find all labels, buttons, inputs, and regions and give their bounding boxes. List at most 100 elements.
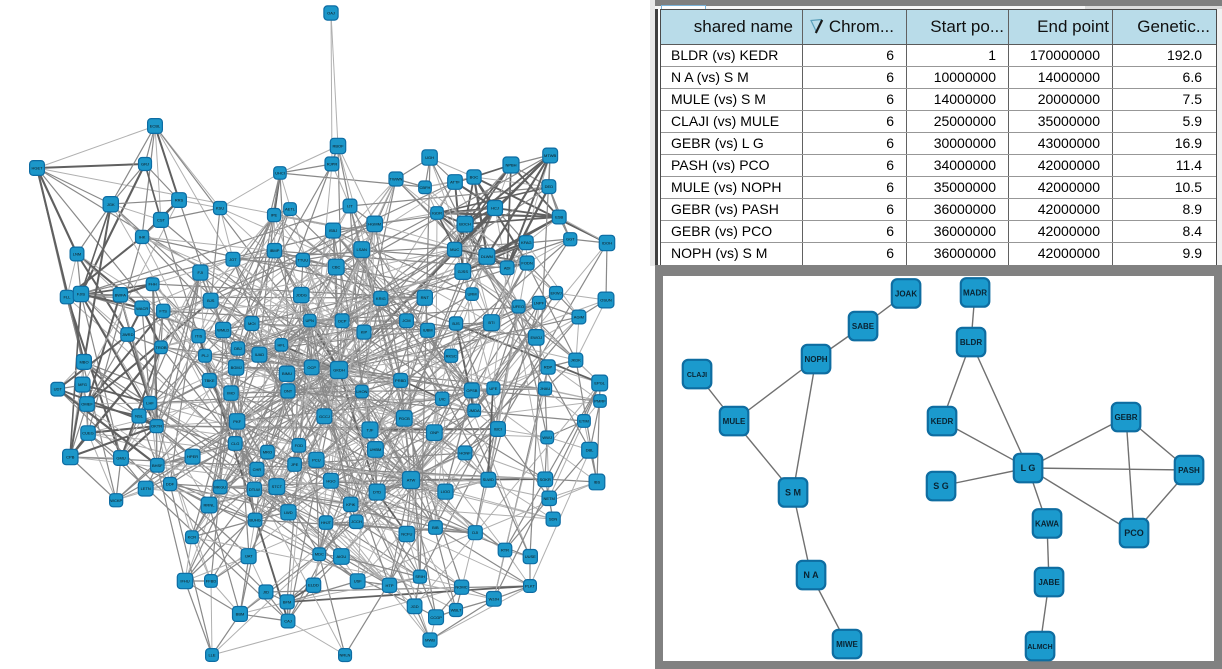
svg-text:ECBL: ECBL xyxy=(150,124,161,129)
svg-text:AETL: AETL xyxy=(285,207,296,212)
svg-text:RJPR: RJPR xyxy=(327,162,338,167)
svg-text:DBL: DBL xyxy=(586,448,595,453)
svg-text:HFL: HFL xyxy=(278,342,286,347)
svg-text:GEBR: GEBR xyxy=(1114,413,1137,422)
svg-text:PCU: PCU xyxy=(312,457,321,462)
svg-text:PCO: PCO xyxy=(1124,528,1144,538)
svg-text:PDCB: PDCB xyxy=(399,416,410,421)
svg-text:WBLT: WBLT xyxy=(451,608,462,613)
svg-text:BGMJ: BGMJ xyxy=(231,365,242,370)
svg-text:ATTF: ATTF xyxy=(450,180,460,185)
svg-text:JOAK: JOAK xyxy=(895,290,917,299)
svg-text:IHK: IHK xyxy=(139,234,146,239)
svg-text:LETN: LETN xyxy=(141,486,151,491)
svg-text:UFE: UFE xyxy=(489,386,497,391)
svg-text:FODN: FODN xyxy=(521,261,532,266)
svg-text:DTD: DTD xyxy=(373,490,381,495)
svg-text:FFBD: FFBD xyxy=(206,579,217,584)
svg-text:BJS: BJS xyxy=(207,298,215,303)
svg-text:BOCH: BOCH xyxy=(459,222,471,227)
svg-text:IUAD: IUAD xyxy=(255,352,265,357)
svg-text:CLG: CLG xyxy=(231,441,239,446)
svg-text:WCKP: WCKP xyxy=(110,498,122,503)
svg-text:BFM: BFM xyxy=(283,599,291,604)
svg-text:KFAG: KFAG xyxy=(521,240,532,245)
svg-text:SLWD: SLWD xyxy=(483,477,494,482)
svg-text:DLWM: DLWM xyxy=(481,254,493,259)
svg-text:IBMP: IBMP xyxy=(270,248,280,253)
svg-text:HONF: HONF xyxy=(459,450,471,455)
svg-text:RNT: RNT xyxy=(421,295,430,300)
svg-text:KCR: KCR xyxy=(188,535,197,540)
svg-text:TWWN: TWWN xyxy=(390,177,403,182)
svg-text:IBS: IBS xyxy=(594,480,601,485)
svg-text:CST: CST xyxy=(157,218,166,223)
svg-text:HPER: HPER xyxy=(187,454,198,459)
svg-text:ALMCH: ALMCH xyxy=(1027,644,1052,651)
svg-text:MWB: MWB xyxy=(425,638,435,643)
svg-text:OKTR: OKTR xyxy=(151,424,162,429)
svg-text:HGMM: HGMM xyxy=(368,221,381,226)
svg-text:IUBM: IUBM xyxy=(423,328,433,333)
svg-text:ONT: ONT xyxy=(284,389,293,394)
svg-text:LIOO: LIOO xyxy=(441,489,451,494)
svg-text:RRNL: RRNL xyxy=(204,503,216,508)
svg-text:EPGL: EPGL xyxy=(594,380,605,385)
svg-text:NCFU: NCFU xyxy=(401,532,412,537)
svg-text:MRO: MRO xyxy=(263,450,272,455)
svg-text:FLL: FLL xyxy=(64,295,72,300)
svg-text:NPBH: NPBH xyxy=(505,163,516,168)
svg-text:JCM: JCM xyxy=(402,318,410,323)
svg-text:JODG: JODG xyxy=(296,293,307,298)
svg-text:S G: S G xyxy=(933,481,949,491)
svg-text:IJT: IJT xyxy=(347,204,353,209)
svg-text:JPE: JPE xyxy=(291,462,299,467)
svg-text:BTI: BTI xyxy=(488,320,494,325)
svg-text:JID: JID xyxy=(263,590,269,595)
svg-text:LNPF: LNPF xyxy=(534,300,545,305)
svg-text:HHJT: HHJT xyxy=(321,520,332,525)
svg-text:SABE: SABE xyxy=(852,322,875,331)
svg-text:CUEG: CUEG xyxy=(82,431,94,436)
svg-text:GJSS: GJSS xyxy=(458,269,469,274)
svg-text:MUC: MUC xyxy=(450,247,459,252)
svg-text:OSUN: OSUN xyxy=(600,298,612,303)
svg-text:CCGP: CCGP xyxy=(430,615,442,620)
svg-text:LSAN: LSAN xyxy=(356,247,367,252)
svg-text:ETIM: ETIM xyxy=(579,419,589,424)
svg-text:BWFA: BWFA xyxy=(115,292,127,297)
svg-text:NETM: NETM xyxy=(544,496,555,501)
svg-text:TTUU: TTUU xyxy=(297,258,308,263)
svg-text:NOPH: NOPH xyxy=(804,355,827,364)
svg-text:EKWJ: EKWJ xyxy=(551,291,562,296)
svg-text:LHF: LHF xyxy=(146,401,154,406)
svg-text:WACR: WACR xyxy=(136,306,148,311)
svg-text:PMRF: PMRF xyxy=(594,399,606,404)
svg-text:KIP: KIP xyxy=(361,330,368,335)
svg-text:KAWA: KAWA xyxy=(1035,520,1059,529)
svg-text:TROB: TROB xyxy=(155,345,166,350)
svg-text:IGDR: IGDR xyxy=(432,211,442,216)
svg-text:AIGU: AIGU xyxy=(337,554,347,559)
svg-text:PRBD: PRBD xyxy=(395,378,406,383)
svg-text:PASH: PASH xyxy=(1178,466,1200,475)
svg-text:CAJ: CAJ xyxy=(284,619,292,624)
svg-text:JHAU: JHAU xyxy=(540,386,551,391)
svg-text:ITIS: ITIS xyxy=(195,334,203,339)
svg-text:WWJ: WWJ xyxy=(542,435,552,440)
svg-text:NRLN: NRLN xyxy=(340,653,351,658)
svg-text:ESB: ESB xyxy=(555,215,563,220)
svg-text:GCCJ: GCCJ xyxy=(319,414,330,419)
svg-text:MOI: MOI xyxy=(248,321,256,326)
svg-text:UHBM: UHBM xyxy=(370,447,382,452)
svg-text:KEDR: KEDR xyxy=(931,417,954,426)
svg-text:JWRD: JWRD xyxy=(122,332,134,337)
svg-text:BBM: BBM xyxy=(236,612,245,617)
svg-text:SDN: SDN xyxy=(549,517,558,522)
svg-text:IBCI: IBCI xyxy=(494,427,502,432)
svg-text:DED: DED xyxy=(545,184,554,189)
svg-text:OPSB: OPSB xyxy=(466,388,477,393)
svg-text:HGET: HGET xyxy=(31,166,43,171)
svg-text:URM: URM xyxy=(467,292,476,297)
svg-text:MFG: MFG xyxy=(78,382,87,387)
